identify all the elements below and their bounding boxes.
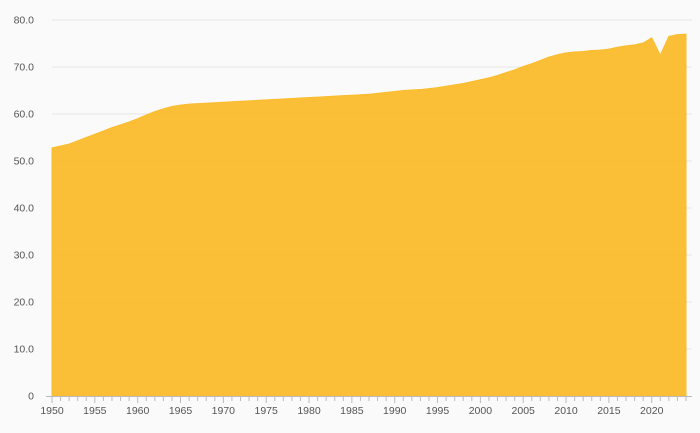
x-tick-label-1: 1955	[83, 405, 107, 417]
x-tick-label-2: 1960	[126, 405, 150, 417]
area-series	[51, 33, 687, 397]
y-tick-label-4: 40.0	[14, 203, 35, 215]
x-tick-label-4: 1970	[212, 405, 236, 417]
x-tick-label-0: 1950	[40, 405, 64, 417]
y-tick-label-3: 30.0	[14, 250, 35, 262]
x-tick-label-5: 1975	[255, 405, 279, 417]
y-tick-label-2: 20.0	[14, 297, 35, 309]
y-tick-label-1: 10.0	[14, 344, 35, 356]
y-tick-label-8: 80.0	[14, 15, 35, 27]
x-tick-label-3: 1965	[169, 405, 193, 417]
y-tick-label-5: 50.0	[14, 156, 35, 168]
x-tick-label-6: 1980	[297, 405, 321, 417]
y-tick-label-6: 60.0	[14, 109, 35, 121]
x-tick-label-10: 2000	[469, 405, 493, 417]
x-tick-label-8: 1990	[383, 405, 407, 417]
x-tick-label-11: 2005	[512, 405, 536, 417]
y-tick-label-7: 70.0	[14, 62, 35, 74]
x-tick-label-7: 1985	[340, 405, 364, 417]
x-tick-label-13: 2015	[597, 405, 621, 417]
y-axis: 0 10.0 20.0 30.0 40.0 50.0 60.0 70.0 80.0	[14, 15, 35, 403]
x-tick-label-14: 2020	[640, 405, 664, 417]
x-axis: 1950 1955 1960 1965 1970 1975 1980 1985 1990 1995…	[40, 396, 692, 417]
x-tick-label-9: 1995	[426, 405, 450, 417]
y-tick-label-0: 0	[28, 391, 34, 403]
area-series-layer	[51, 33, 687, 397]
x-tick-label-12: 2010	[554, 405, 578, 417]
